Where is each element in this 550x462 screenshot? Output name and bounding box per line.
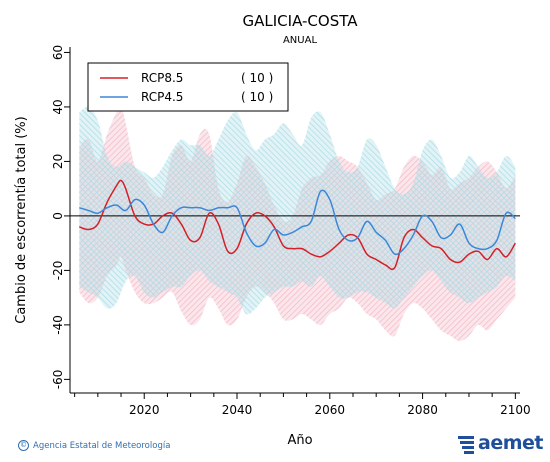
y-tick-label: -20 bbox=[51, 261, 65, 281]
x-tick-label: 2060 bbox=[315, 403, 346, 417]
copyright-icon: © bbox=[18, 440, 29, 451]
credit-label: Agencia Estatal de Meteorología bbox=[33, 441, 171, 451]
y-tick-label: 0 bbox=[51, 212, 65, 220]
logo-text: aemet bbox=[478, 432, 543, 454]
series-line-rcp85 bbox=[79, 179, 517, 271]
band-rcp45 bbox=[79, 106, 516, 315]
y-tick-label: 40 bbox=[51, 99, 65, 114]
y-tick-label: -40 bbox=[51, 315, 65, 335]
legend-box bbox=[87, 62, 289, 112]
x-tick-label: 2020 bbox=[129, 403, 160, 417]
y-tick-label: 60 bbox=[51, 45, 65, 60]
legend-count: ( 10 ) bbox=[241, 71, 273, 85]
legend-count: ( 10 ) bbox=[241, 90, 273, 104]
series-line-rcp45 bbox=[79, 189, 516, 256]
y-axis-label: Cambio de escorrentía total (%) bbox=[14, 116, 29, 324]
legend-label: RCP4.5 bbox=[141, 90, 183, 104]
x-axis-label: Año bbox=[287, 433, 312, 448]
y-tick-label: 20 bbox=[51, 154, 65, 169]
chart-subtitle: ANUAL bbox=[283, 35, 317, 46]
x-tick-label: 2040 bbox=[222, 403, 253, 417]
chart-title: GALICIA-COSTA bbox=[243, 12, 359, 30]
x-tick-label: 2100 bbox=[500, 403, 531, 417]
credit-text: © Agencia Estatal de Meteorología bbox=[18, 440, 170, 451]
legend-label: RCP8.5 bbox=[141, 71, 183, 85]
aemet-logo-icon bbox=[458, 436, 474, 454]
x-tick-label: 2080 bbox=[407, 403, 438, 417]
y-tick-label: -60 bbox=[51, 370, 65, 390]
